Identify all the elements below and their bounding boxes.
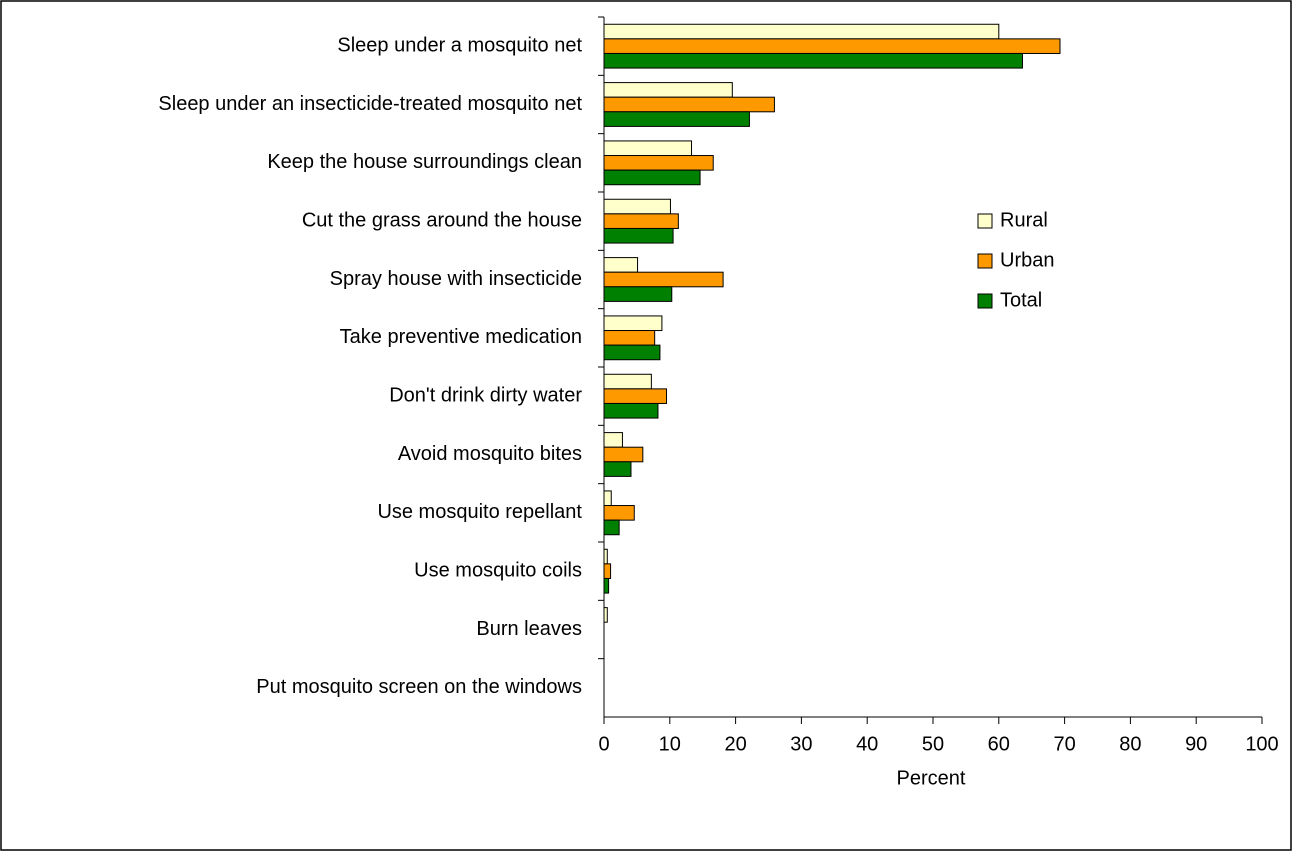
y-tick-label: Sleep under an insecticide-treated mosqu… (158, 93, 582, 115)
y-tick-label: Use mosquito repellant (377, 501, 582, 523)
bar (603, 213, 679, 229)
bar (603, 344, 661, 361)
legend-label: Urban (1000, 249, 1054, 271)
x-tick-label: 100 (1245, 733, 1278, 755)
bar (603, 388, 668, 404)
y-tick-label: Spray house with insecticide (330, 268, 582, 290)
x-tick-label: 80 (1119, 733, 1141, 755)
x-tick-label: 0 (598, 733, 609, 755)
bar (603, 563, 612, 579)
bar (603, 461, 632, 477)
bar (603, 490, 612, 507)
y-tick-label: Avoid mosquito bites (398, 443, 582, 465)
x-tick-label: 60 (988, 733, 1010, 755)
x-tick-label: 20 (724, 733, 746, 755)
bar (603, 169, 701, 186)
y-tick-label: Cut the grass around the house (302, 209, 582, 231)
bar (603, 330, 656, 346)
y-tick-label: Sleep under a mosquito net (337, 34, 582, 56)
x-tick-label: 30 (790, 733, 812, 755)
y-tick-label: Don't drink dirty water (389, 384, 582, 406)
bar (603, 38, 1061, 54)
legend-label: Rural (1000, 209, 1048, 231)
x-tick-label: 40 (856, 733, 878, 755)
bar (603, 227, 674, 244)
x-tick-label: 90 (1185, 733, 1207, 755)
bar (603, 315, 663, 332)
bar (603, 23, 1000, 40)
bar (603, 155, 714, 171)
bar (603, 52, 1023, 69)
x-axis-label: Percent (897, 767, 966, 789)
y-tick-label: Burn leaves (476, 618, 582, 640)
y-tick-label: Use mosquito coils (414, 559, 582, 581)
legend-swatch (977, 253, 993, 269)
x-tick-label: 70 (1053, 733, 1075, 755)
legend-swatch (977, 213, 993, 229)
y-tick-label: Put mosquito screen on the windows (256, 676, 582, 698)
bar (603, 271, 724, 288)
bar (603, 140, 693, 157)
bar (603, 402, 659, 419)
bar (603, 432, 623, 448)
x-tick-label: 10 (659, 733, 681, 755)
bar (603, 519, 620, 536)
bar (603, 577, 610, 594)
bar (603, 446, 644, 463)
bar (603, 82, 733, 98)
x-tick-label: 50 (922, 733, 944, 755)
legend-label: Total (1000, 289, 1042, 311)
bar (603, 111, 750, 127)
bar (603, 96, 775, 113)
bar (603, 286, 673, 302)
y-tick-label: Take preventive medication (340, 326, 582, 348)
bar (603, 373, 652, 390)
legend-swatch (977, 293, 993, 309)
y-tick-label: Keep the house surroundings clean (267, 151, 582, 173)
bar (603, 198, 671, 215)
bar (603, 257, 639, 273)
bar (603, 505, 635, 521)
